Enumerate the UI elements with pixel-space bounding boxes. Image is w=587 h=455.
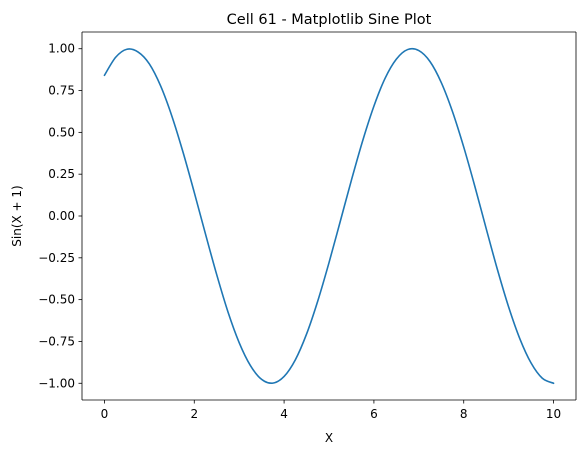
x-tick-label: 6 [370, 407, 378, 421]
y-tick-label: 1.00 [48, 42, 75, 56]
x-tick-label: 4 [280, 407, 288, 421]
y-tick-label: 0.00 [48, 209, 75, 223]
x-axis-label: X [325, 431, 333, 445]
y-tick-label: −0.75 [38, 334, 75, 348]
x-tick-label: 0 [101, 407, 109, 421]
series-layer [103, 47, 555, 385]
y-tick-label: −1.00 [38, 376, 75, 390]
y-tick-label: 0.25 [48, 167, 75, 181]
series-line [103, 47, 555, 385]
y-tick-label: 0.50 [48, 125, 75, 139]
y-tick-label: −0.50 [38, 293, 75, 307]
axes-background [82, 32, 576, 400]
x-tick-label: 10 [546, 407, 561, 421]
y-tick-label: 0.75 [48, 84, 75, 98]
x-tick-label: 2 [190, 407, 198, 421]
y-axis-label: Sin(X + 1) [10, 185, 24, 246]
chart-title: Cell 61 - Matplotlib Sine Plot [227, 12, 432, 28]
plot-area [82, 32, 576, 400]
x-axis-ticks: 0 2 4 6 8 10 [101, 400, 561, 421]
y-axis-ticks: 1.00 0.75 0.50 0.25 0.00 −0.25 −0.50 −0.75 −1.00 [38, 42, 82, 390]
y-tick-label: −0.25 [38, 251, 75, 265]
x-tick-label: 8 [460, 407, 468, 421]
